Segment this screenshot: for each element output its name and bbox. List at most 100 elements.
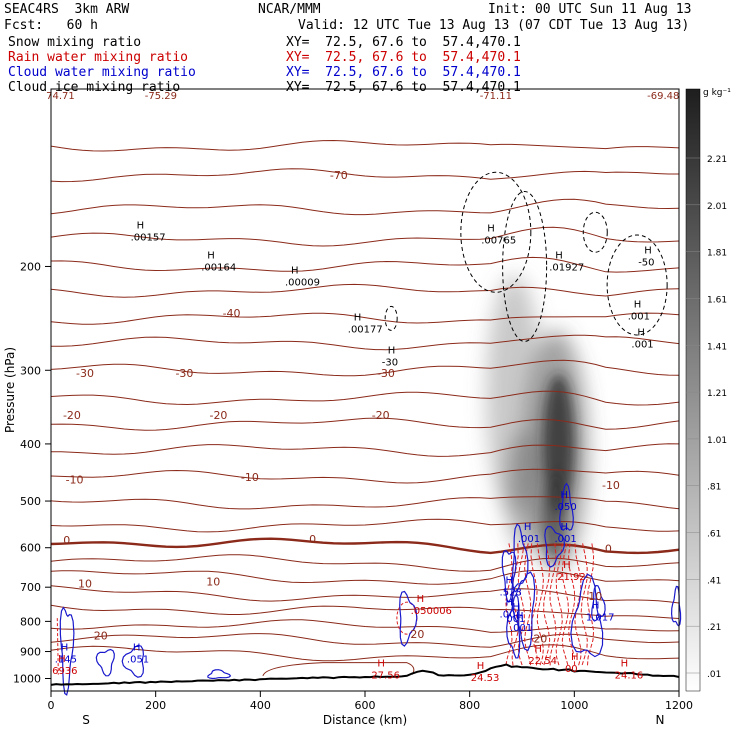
x-end-right: N xyxy=(656,713,665,727)
y-tick-label: 400 xyxy=(20,438,41,451)
colorbar-label: 1.61 xyxy=(707,295,727,305)
maximum-value: .528 xyxy=(500,588,522,599)
axes: 0 200 400 600 800 1000 12002003004005006007008… xyxy=(13,260,693,712)
model-title: SEAC4RS 3km ARW xyxy=(4,2,130,17)
y-tick-label: 1000 xyxy=(13,673,41,686)
colorbar-label: .01 xyxy=(707,670,721,680)
y-tick-label: 200 xyxy=(20,260,41,273)
maximum-marker: H xyxy=(563,560,571,571)
maximum-marker: H xyxy=(137,221,145,232)
isotherm-label: 20 xyxy=(410,628,424,641)
y-tick-label: 900 xyxy=(20,646,41,659)
top-boundary-value: -75.29 xyxy=(145,91,177,102)
maximum-value: .00009 xyxy=(285,277,320,288)
isotherm-label: -10 xyxy=(241,471,259,484)
maximum-value: 24.16 xyxy=(615,671,644,682)
isotherm-label: -10 xyxy=(66,474,84,487)
maximum-value: .001 xyxy=(500,609,522,620)
maximum-value: -30 xyxy=(382,358,398,369)
x-tick-label: 800 xyxy=(459,699,480,712)
isotherm-label: 0 xyxy=(309,533,316,546)
cloud-water-contours xyxy=(59,482,682,696)
isotherm-label: 0 xyxy=(605,543,612,556)
colorbar-label: 1.81 xyxy=(707,249,727,259)
maximum-value: 24.53 xyxy=(471,673,500,684)
maximum-marker: H xyxy=(61,643,69,654)
maximum-marker: H xyxy=(637,327,645,338)
maximum-marker: H xyxy=(560,522,568,533)
field-label-cloud-ice: Cloud ice mixing ratio xyxy=(8,80,181,95)
top-boundary-value: -71.11 xyxy=(480,91,512,102)
colorbar: 2.21 2.01 1.81 1.61 1.41 1.21 1.01 .81 .61 .41 .21… xyxy=(685,88,731,692)
maximum-marker: H xyxy=(388,346,396,357)
maximum-value: 27.56 xyxy=(371,671,400,682)
isotherm-label: -10 xyxy=(602,479,620,492)
colorbar-label: .21 xyxy=(707,623,721,633)
x-tick-label: 0 xyxy=(48,699,55,712)
maximum-value: .145 xyxy=(55,655,77,666)
colorbar-ramp xyxy=(685,88,701,692)
top-boundary-value: 74.71 xyxy=(46,91,75,102)
maximum-marker: H xyxy=(377,659,385,670)
maximum-marker: H xyxy=(506,597,514,608)
maximum-marker: H xyxy=(291,265,299,276)
x-tick-label: 600 xyxy=(355,699,376,712)
x-tick-label: 1000 xyxy=(560,699,588,712)
colorbar-label: .61 xyxy=(707,530,721,540)
y-tick-label: 300 xyxy=(20,364,41,377)
maximum-value: .001 xyxy=(518,534,540,545)
colorbar-label: .41 xyxy=(707,576,721,586)
maximum-value: .00765 xyxy=(481,235,516,246)
colorbar-label: 1.01 xyxy=(707,436,727,446)
isotherm-label: -70 xyxy=(330,169,348,182)
plot-frame xyxy=(50,88,680,692)
isotherm-label: -30 xyxy=(377,367,395,380)
colorbar-label: 1.21 xyxy=(707,389,727,399)
maximum-marker: H xyxy=(534,644,542,655)
field-label-cloud-water: Cloud water mixing ratio xyxy=(8,65,196,80)
forecast-hour: Fcst: 60 h xyxy=(4,18,98,33)
field-label-rain: Rain water mixing ratio xyxy=(8,50,189,65)
maximum-marker: H xyxy=(560,490,568,501)
maximum-value: .050006 xyxy=(411,606,452,617)
isotherm-label: 10 xyxy=(588,590,602,603)
x-end-left: S xyxy=(82,713,90,727)
maximum-value: .001 xyxy=(510,623,532,634)
maximum-value: .050 xyxy=(554,502,576,513)
y-tick-label: 800 xyxy=(20,615,41,628)
maximum-value: .001 xyxy=(554,534,576,545)
org-label: NCAR/MMM xyxy=(258,2,321,17)
x-tick-label: 400 xyxy=(250,699,271,712)
y-tick-label: 500 xyxy=(20,495,41,508)
maximum-value: 6936 xyxy=(52,666,77,677)
maximum-marker: H xyxy=(506,576,514,587)
field-xy-cloud-water: XY= 72.5, 67.6 to 57.4,470.1 xyxy=(286,65,521,80)
y-tick-label: 600 xyxy=(20,542,41,555)
x-tick-label: 200 xyxy=(145,699,166,712)
maximum-value: 21.92 xyxy=(557,572,586,583)
x-axis-label: Distance (km) xyxy=(323,713,407,727)
top-boundary-value: -69.48 xyxy=(647,91,679,102)
maximum-marker: H xyxy=(644,245,652,256)
maximum-value: .001 xyxy=(628,311,650,322)
field-xy-rain: XY= 72.5, 67.6 to 57.4,470.1 xyxy=(286,50,521,65)
isotherm-label: -20 xyxy=(209,409,227,422)
maximum-value: .00164 xyxy=(201,262,236,273)
x-tick-label: 1200 xyxy=(665,699,693,712)
maximum-marker: H xyxy=(133,643,141,654)
isotherm-label: 10 xyxy=(206,576,220,589)
isotherm-label: -30 xyxy=(76,367,94,380)
maximum-marker: H xyxy=(571,652,579,663)
maximum-marker: H xyxy=(512,602,520,613)
maximum-marker: H xyxy=(58,654,66,665)
maximum-marker: H xyxy=(477,661,485,672)
isotherm-label: -20 xyxy=(63,409,81,422)
maximum-value: .051 xyxy=(127,655,149,666)
maximum-marker: H xyxy=(516,611,524,622)
colorbar-label: 2.01 xyxy=(707,202,727,212)
maximum-value: .00177 xyxy=(348,325,383,336)
maximum-marker: H xyxy=(634,299,642,310)
field-xy-cloud-ice: XY= 72.5, 67.6 to 57.4,470.1 xyxy=(286,80,521,95)
isotherm-label: -30 xyxy=(175,367,193,380)
